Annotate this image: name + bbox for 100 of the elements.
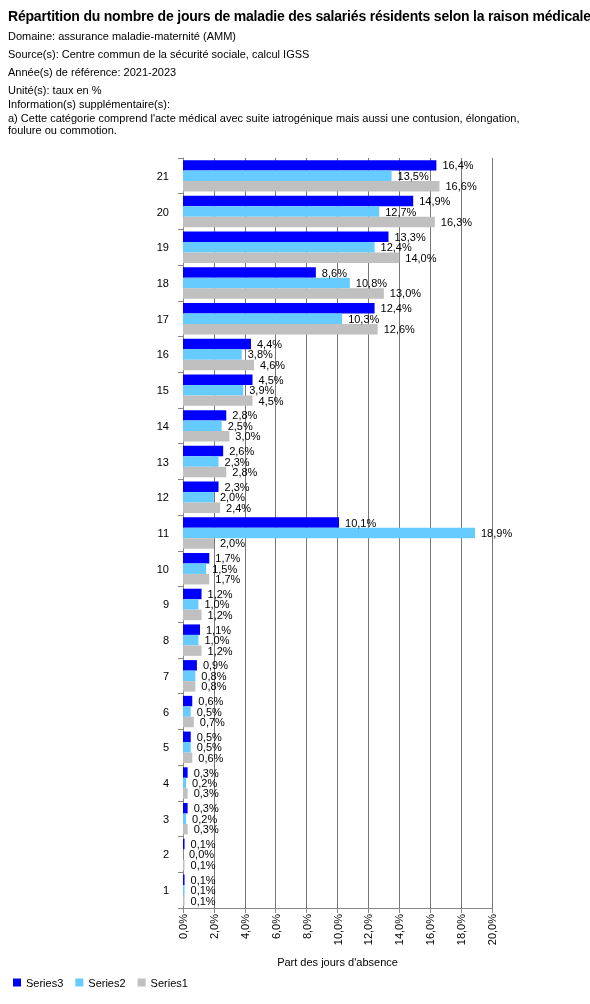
data-label: 10,3% [348,312,380,325]
bar [183,716,194,728]
chart-title: Répartition du nombre de jours de maladie des salariés résidents selon la raison médicale [8,8,590,24]
data-label: 2,5% [227,419,253,432]
bar [183,195,414,207]
bar [183,803,188,814]
data-label: 4,5% [258,394,284,407]
bar [183,813,187,824]
bar [183,323,378,335]
bar [183,538,214,549]
data-label: 4,5% [258,373,284,386]
bar [183,599,199,610]
y-tick-label: 4 [162,777,169,789]
bar [183,742,191,753]
bar [183,731,191,743]
y-tick-label: 3 [162,812,169,825]
bar [183,517,340,528]
bar [183,502,221,513]
bar [183,481,219,493]
bar [183,160,437,171]
data-label: 0,1% [190,884,216,897]
bar [183,788,188,799]
data-label: 10,1% [345,516,377,529]
x-tick-label: 10,0% [331,913,344,946]
data-label: 0,5% [196,741,223,754]
data-label: 0,9% [202,659,229,672]
data-label: 2,3% [224,480,250,493]
data-label: 1,5% [212,562,238,575]
bar [183,374,253,385]
data-label: 12,4% [380,302,412,315]
data-label: 1,7% [215,573,241,586]
y-tick-label: 21 [156,169,169,182]
bar [183,303,375,314]
y-tick-label: 15 [156,384,169,397]
bar [183,660,197,671]
bar [183,313,343,324]
bar [183,231,389,243]
data-label: 0,6% [198,751,224,764]
bar [183,767,188,778]
y-tick-label: 8 [162,634,169,647]
bar [183,410,227,421]
y-tick-label: 17 [156,312,169,325]
x-tick-label: 6,0% [269,913,282,940]
bar [183,445,224,457]
data-label: 0,8% [201,669,227,682]
bar [183,634,199,646]
x-tick-label: 14,0% [393,913,406,946]
bar [183,573,210,585]
source-note: Source(s): Centre commun de la sécurité sociale, calcul IGSS [8,48,311,60]
y-tick-label: 16 [156,348,169,361]
bar [183,527,476,539]
data-label: 4,4% [256,337,283,350]
bar [183,349,242,360]
data-label: 2,8% [232,466,258,479]
y-tick-label: 5 [162,741,169,754]
bar [183,277,350,289]
bar [183,206,380,217]
bar [183,553,210,564]
data-label: 18,9% [481,527,513,539]
data-label: 12,6% [383,323,416,336]
bar [183,431,230,442]
bar [183,823,188,835]
data-label: 2,8% [232,409,258,422]
data-label: 10,8% [355,277,388,289]
y-tick-label: 14 [156,419,169,432]
data-label: 16,3% [440,216,473,229]
x-tick-label: 4,0% [238,913,251,940]
y-tick-label: 10 [156,562,169,575]
bar [183,420,222,432]
x-tick-label: 8,0% [300,913,313,940]
data-label: 1,7% [215,552,241,565]
data-label: 1,2% [207,587,233,600]
text: a) Cette catégorie comprend l'acte médical avec suite iatrogénique mais aussi une contusion, élongation, foulure ou commotion. [8,112,521,136]
bar [183,670,196,682]
bar [183,181,440,192]
data-label: 0,3% [193,823,219,836]
bar [183,706,191,717]
data-label: 2,6% [229,445,255,458]
y-tick-label: 1 [162,884,169,897]
data-label: 0,8% [201,680,227,693]
data-label: 1,0% [204,634,230,647]
x-tick-label: 20,0% [486,913,498,946]
bar [183,777,187,789]
data-label: 0,1% [190,873,216,886]
y-tick-label: 9 [162,598,169,611]
data-label: 3,0% [235,430,261,443]
data-label: 12,7% [385,205,417,218]
data-label: 2,0% [219,537,246,550]
data-label: 1,0% [204,598,230,611]
data-label: 3,8% [247,348,273,361]
x-tick-label: 18,0% [455,913,468,946]
bar [183,492,214,503]
bar [183,624,200,635]
legend-label: Series2 [88,976,126,989]
x-tick-label: 2,0% [207,913,220,940]
text: Domaine: assurance maladie-maternité (AMM) [8,30,238,42]
y-tick-label: 6 [162,705,169,718]
data-label: 16,6% [445,180,477,193]
bar [183,216,435,228]
data-label: 16,4% [442,159,474,172]
